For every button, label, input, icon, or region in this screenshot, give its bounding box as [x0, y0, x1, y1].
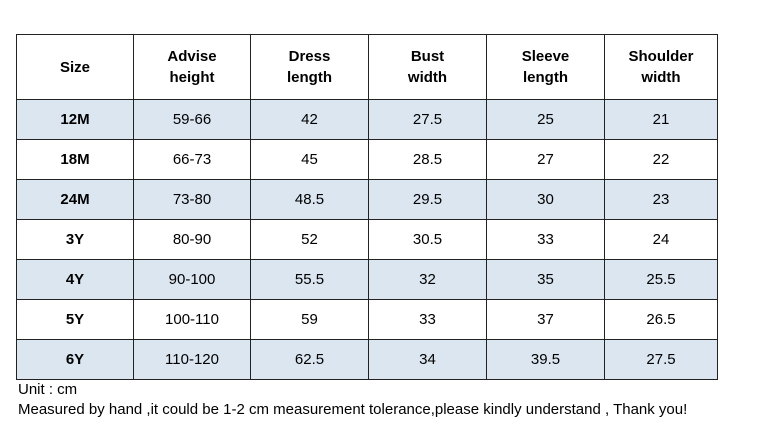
size-cell: 12M: [16, 99, 134, 140]
sleeve-length-cell: 39.5: [486, 339, 605, 380]
bust-width-cell: 28.5: [368, 139, 487, 180]
bust-width-cell: 34: [368, 339, 487, 380]
header-row: Size Advise height Dress length Bust width …: [16, 34, 718, 100]
dress-length-cell: 42: [250, 99, 369, 140]
size-cell: 6Y: [16, 339, 134, 380]
dress-length-cell: 45: [250, 139, 369, 180]
bust-width-cell: 30.5: [368, 219, 487, 260]
advise-height-cell: 110-120: [133, 339, 251, 380]
column-header-shoulder-width: Shoulder width: [604, 34, 718, 100]
tolerance-note: Measured by hand ,it could be 1-2 cm mea…: [18, 401, 688, 418]
dress-length-cell: 52: [250, 219, 369, 260]
column-header-advise-height: Advise height: [133, 34, 251, 100]
shoulder-width-cell: 26.5: [604, 299, 718, 340]
size-cell: 3Y: [16, 219, 134, 260]
sleeve-length-cell: 30: [486, 179, 605, 220]
size-cell: 18M: [16, 139, 134, 180]
sleeve-length-cell: 33: [486, 219, 605, 260]
size-chart-table: Size Advise height Dress length Bust width …: [16, 34, 718, 380]
table-row: 6Y 110-120 62.5 34 39.5 27.5: [16, 339, 718, 380]
bust-width-cell: 29.5: [368, 179, 487, 220]
size-cell: 5Y: [16, 299, 134, 340]
size-cell: 24M: [16, 179, 134, 220]
advise-height-cell: 73-80: [133, 179, 251, 220]
bust-width-cell: 33: [368, 299, 487, 340]
table-row: 18M 66-73 45 28.5 27 22: [16, 139, 718, 180]
advise-height-cell: 59-66: [133, 99, 251, 140]
dress-length-cell: 59: [250, 299, 369, 340]
column-header-bust-width: Bust width: [368, 34, 487, 100]
dress-length-cell: 48.5: [250, 179, 369, 220]
bust-width-cell: 27.5: [368, 99, 487, 140]
advise-height-cell: 80-90: [133, 219, 251, 260]
table-row: 3Y 80-90 52 30.5 33 24: [16, 219, 718, 260]
shoulder-width-cell: 21: [604, 99, 718, 140]
table-row: 5Y 100-110 59 33 37 26.5: [16, 299, 718, 340]
sleeve-length-cell: 37: [486, 299, 605, 340]
sleeve-length-cell: 35: [486, 259, 605, 300]
column-header-size: Size: [16, 34, 134, 100]
shoulder-width-cell: 25.5: [604, 259, 718, 300]
advise-height-cell: 100-110: [133, 299, 251, 340]
size-cell: 4Y: [16, 259, 134, 300]
sleeve-length-cell: 25: [486, 99, 605, 140]
advise-height-cell: 90-100: [133, 259, 251, 300]
column-header-sleeve-length: Sleeve length: [486, 34, 605, 100]
advise-height-cell: 66-73: [133, 139, 251, 180]
table-row: 24M 73-80 48.5 29.5 30 23: [16, 179, 718, 220]
table-row: 4Y 90-100 55.5 32 35 25.5: [16, 259, 718, 300]
dress-length-cell: 55.5: [250, 259, 369, 300]
shoulder-width-cell: 22: [604, 139, 718, 180]
bust-width-cell: 32: [368, 259, 487, 300]
shoulder-width-cell: 23: [604, 179, 718, 220]
shoulder-width-cell: 24: [604, 219, 718, 260]
dress-length-cell: 62.5: [250, 339, 369, 380]
column-header-dress-length: Dress length: [250, 34, 369, 100]
sleeve-length-cell: 27: [486, 139, 605, 180]
table-row: 12M 59-66 42 27.5 25 21: [16, 99, 718, 140]
shoulder-width-cell: 27.5: [604, 339, 718, 380]
unit-note: Unit : cm: [18, 381, 78, 398]
